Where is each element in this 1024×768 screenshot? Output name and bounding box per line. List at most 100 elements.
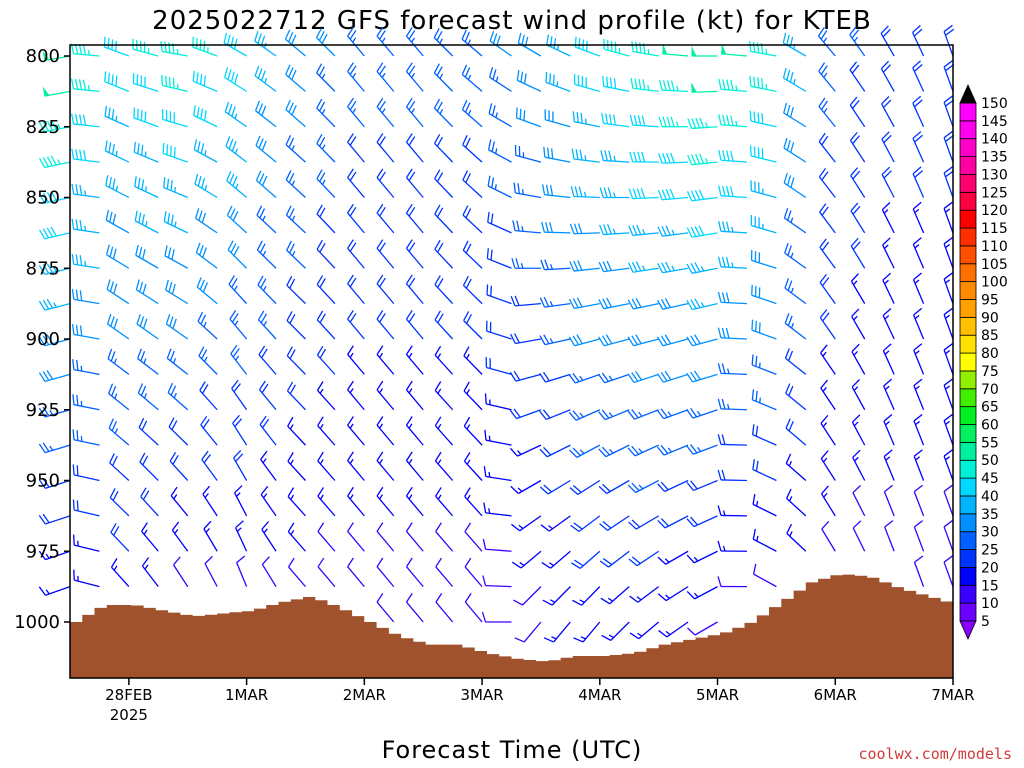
wind-barb: [463, 452, 483, 481]
wind-barb: [784, 243, 807, 269]
wind-barb: [164, 245, 189, 269]
wind-barb: [881, 96, 895, 128]
wind-barb: [686, 444, 718, 455]
wind-barb: [42, 86, 71, 97]
wind-barb: [71, 183, 100, 199]
wind-barb: [545, 71, 571, 92]
wind-barb: [573, 73, 600, 93]
wind-barb: [849, 131, 866, 163]
wind-barb: [629, 114, 659, 128]
wind-barb: [656, 334, 689, 347]
wind-barb: [141, 557, 159, 588]
wind-barb: [656, 370, 689, 383]
wind-barb: [541, 550, 571, 569]
wind-barb: [347, 380, 365, 411]
wind-barb: [884, 520, 895, 552]
wind-barb: [599, 515, 630, 531]
wind-barb: [598, 409, 630, 421]
wind-barb: [783, 207, 807, 234]
wind-barb: [376, 486, 395, 517]
wind-barb: [943, 378, 954, 410]
wind-barb: [195, 242, 218, 269]
wind-barb: [317, 451, 336, 481]
wind-barb: [405, 203, 424, 234]
wind-barb: [405, 239, 424, 269]
wind-barb: [483, 466, 512, 482]
wind-barb: [539, 371, 571, 383]
colorbar-box: [959, 120, 977, 140]
wind-barb: [317, 522, 336, 552]
wind-barb: [38, 513, 71, 525]
wind-barb: [943, 272, 954, 304]
wind-barb: [943, 307, 954, 340]
wind-barb: [376, 557, 395, 588]
wind-barb: [285, 99, 306, 128]
colorbar-label: 80: [981, 346, 999, 362]
wind-barb: [260, 450, 277, 481]
wind-barb: [202, 485, 218, 517]
wind-barb: [943, 449, 954, 481]
x-axis-title: Forecast Time (UTC): [382, 736, 643, 764]
colorbar-label: 145: [981, 114, 1008, 130]
wind-barb: [912, 201, 925, 234]
wind-barb: [257, 310, 277, 340]
wind-barb: [463, 311, 483, 340]
colorbar-box: [959, 227, 977, 247]
credit-label[interactable]: coolwx.com/models: [858, 745, 1012, 763]
wind-barb: [200, 415, 218, 446]
wind-barb: [405, 97, 424, 128]
wind-barb: [574, 36, 601, 57]
wind-barb: [539, 444, 571, 458]
wind-barb: [912, 272, 925, 304]
wind-barb: [912, 60, 925, 92]
wind-barb: [883, 414, 895, 446]
wind-barb: [287, 522, 306, 552]
wind-barb: [718, 78, 748, 93]
wind-barb: [232, 414, 248, 446]
wind-barb: [687, 117, 718, 130]
wind-barb: [849, 61, 866, 92]
wind-barb: [628, 515, 659, 530]
wind-barb: [38, 370, 71, 383]
colorbar-box: [959, 263, 977, 283]
colorbar-label: 25: [981, 543, 999, 559]
wind-barb: [132, 38, 159, 57]
wind-barb: [135, 279, 159, 305]
colorbar-label: 15: [981, 578, 999, 594]
wind-barb: [882, 272, 895, 304]
wind-barb: [376, 522, 395, 552]
wind-barb: [686, 515, 718, 528]
wind-barb: [819, 309, 836, 340]
colorbar-label: 35: [981, 507, 999, 523]
wind-barb: [721, 43, 748, 57]
wind-barb: [405, 522, 424, 552]
wind-barb: [912, 166, 925, 198]
wind-barb: [133, 141, 159, 163]
wind-barb: [376, 592, 395, 623]
y-tick-label: 850: [26, 188, 60, 209]
x-year-label: 2025: [110, 706, 148, 724]
wind-barb: [162, 109, 188, 128]
wind-barb: [913, 555, 925, 587]
wind-barb: [849, 96, 866, 128]
wind-barb: [160, 41, 188, 57]
wind-barb: [484, 393, 512, 411]
wind-barb: [134, 176, 159, 199]
wind-barb: [435, 487, 454, 517]
x-tick-label: 1MAR: [225, 686, 268, 704]
colorbar-label: 30: [981, 525, 999, 541]
wind-barb: [717, 221, 748, 234]
wind-barb: [943, 555, 954, 587]
wind-barb: [434, 169, 454, 198]
wind-barb: [717, 327, 747, 340]
wind-barb: [717, 292, 747, 305]
wind-barb: [376, 345, 395, 375]
colorbar-box: [959, 495, 977, 515]
wind-barb: [749, 110, 777, 128]
wind-barb: [167, 382, 189, 411]
wind-barb: [225, 136, 247, 163]
wind-barb: [163, 211, 189, 234]
colorbar-box: [959, 424, 977, 443]
wind-barb: [751, 284, 777, 305]
wind-barb: [433, 28, 454, 57]
